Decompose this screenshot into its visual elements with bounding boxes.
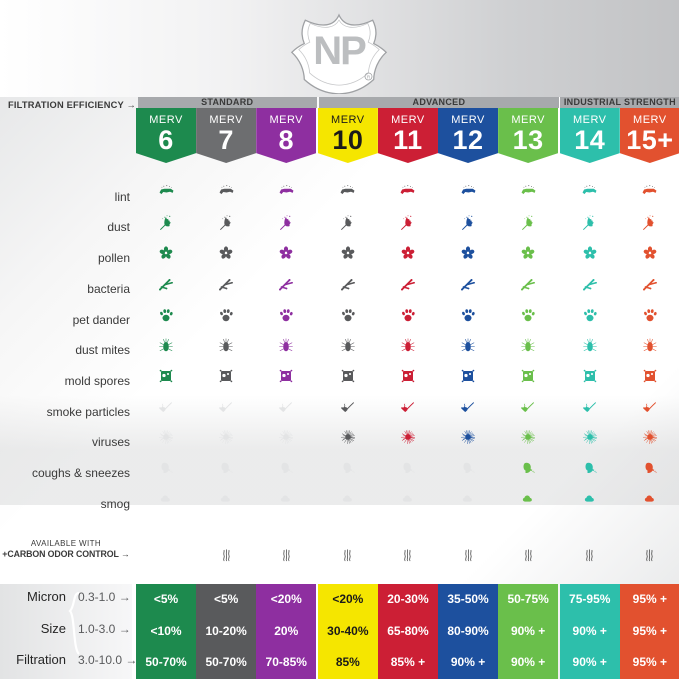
svg-text:NP: NP bbox=[313, 29, 366, 73]
